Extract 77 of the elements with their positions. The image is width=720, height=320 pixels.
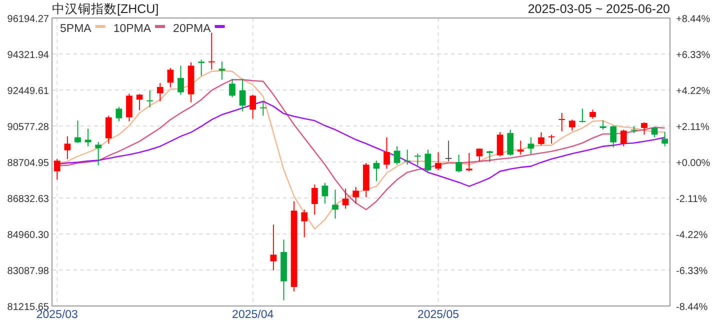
x-tick-label: 2025/03 <box>36 309 78 320</box>
candlestick <box>394 146 400 166</box>
y-tick-label: 84960.30 <box>7 230 50 241</box>
candlestick <box>270 224 277 271</box>
candlestick <box>466 152 472 172</box>
candlestick <box>239 78 246 112</box>
candlestick <box>322 182 328 204</box>
candlestick <box>445 140 452 162</box>
legend-label: 5PMA <box>60 23 92 35</box>
candlestick <box>373 160 380 182</box>
chart-subtitle: 2025-03-05 ~ 2025-06-20 <box>528 2 670 16</box>
candlestick <box>126 93 132 122</box>
candlestick <box>116 106 122 122</box>
candlestick <box>486 150 493 162</box>
candlestick <box>198 59 205 76</box>
chart-title: 中汉铜指数[ZHCU] <box>52 2 159 16</box>
candlestick <box>579 108 586 123</box>
candlestick <box>662 132 668 147</box>
y2-tick-label: -6.33% <box>676 266 708 277</box>
candlestick <box>414 153 421 166</box>
candlestick <box>620 129 627 147</box>
candlestick <box>218 61 226 80</box>
candlestick <box>568 119 576 132</box>
y-tick-label: 90577.28 <box>7 122 50 133</box>
candlestick <box>404 149 411 166</box>
y-tick-label: 88704.95 <box>7 158 50 169</box>
y2-tick-label: +8.44% <box>676 14 710 25</box>
candlestick <box>64 136 71 160</box>
candlestick <box>208 32 215 70</box>
candlestick <box>538 132 544 146</box>
candlestick <box>105 115 112 144</box>
candlestick <box>332 189 338 220</box>
candlestick <box>229 78 236 98</box>
candlestick <box>146 90 154 108</box>
candlestick <box>651 126 658 138</box>
candlestick <box>528 136 534 156</box>
candlestick <box>610 125 617 148</box>
y2-tick-label: +4.22% <box>676 86 710 97</box>
candlestick <box>74 120 81 144</box>
candlestick <box>301 209 308 238</box>
candlestick <box>496 132 504 157</box>
candlestick <box>54 158 60 180</box>
candlestick <box>136 93 143 111</box>
candlestick <box>156 82 164 102</box>
candlestick <box>178 65 184 96</box>
candlestick <box>456 154 462 173</box>
y2-tick-label: +0.00% <box>676 158 710 169</box>
legend-label: 20PMA <box>173 23 212 35</box>
y-tick-label: 83087.98 <box>7 266 50 277</box>
candlestick <box>84 128 92 147</box>
candlestick <box>424 149 432 172</box>
x-tick-label: 2025/05 <box>417 309 460 320</box>
y2-tick-label: -4.22% <box>676 230 708 241</box>
candlestick <box>641 122 648 136</box>
y2-tick-label: -8.44% <box>676 302 708 313</box>
candlestick <box>342 188 349 210</box>
y-tick-label: 96194.27 <box>7 14 50 25</box>
candlestick <box>507 129 514 156</box>
candlestick <box>95 142 102 166</box>
x-tick-label: 2025/04 <box>232 309 274 320</box>
candlestick <box>558 112 566 132</box>
y2-tick-label: -2.11% <box>676 194 708 205</box>
candlestick <box>435 152 442 171</box>
y-tick-label: 92449.61 <box>7 86 50 97</box>
candlestick <box>311 184 318 216</box>
y-tick-label: 86832.63 <box>7 194 50 205</box>
candlestick <box>167 67 174 88</box>
candlestick <box>260 100 266 116</box>
candlestick <box>352 186 360 204</box>
candlestick <box>384 136 390 170</box>
y2-tick-label: +6.33% <box>676 50 710 61</box>
candlestick <box>250 94 256 120</box>
legend-label: 10PMA <box>113 23 152 35</box>
y2-tick-label: +2.11% <box>676 122 710 133</box>
candlestick <box>476 148 483 162</box>
y-tick-label: 94321.94 <box>7 50 50 61</box>
candlestick <box>517 140 524 156</box>
